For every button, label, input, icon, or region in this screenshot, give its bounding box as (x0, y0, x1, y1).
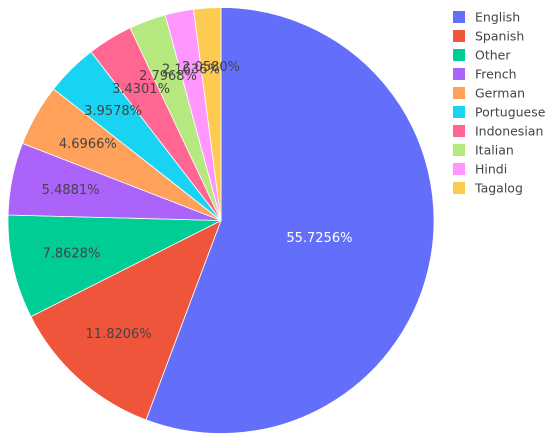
legend-label-indonesian: Indonesian (475, 124, 543, 139)
legend-label-spanish: Spanish (475, 29, 524, 44)
legend-label-tagalog: Tagalog (474, 181, 523, 196)
legend-item-english[interactable]: English (453, 10, 520, 25)
legend-swatch-tagalog (453, 182, 465, 194)
slice-label-hindi: 2.1636% (162, 63, 220, 78)
legend-item-indonesian[interactable]: Indonesian (453, 124, 543, 139)
slice-label-english: 55.7256% (286, 231, 352, 246)
pie-slice-spanish[interactable] (30, 219, 222, 421)
slice-label-german: 4.6966% (59, 137, 117, 152)
legend-label-french: French (475, 67, 517, 82)
legend-item-tagalog[interactable]: Tagalog (453, 181, 523, 196)
legend-item-italian[interactable]: Italian (453, 143, 514, 158)
legend-item-other[interactable]: Other (453, 48, 511, 63)
legend-swatch-french (453, 68, 465, 80)
pie-slice-other[interactable] (7, 214, 222, 318)
legend-swatch-spanish (453, 30, 465, 42)
pie-slices (7, 7, 435, 434)
legend-label-italian: Italian (475, 143, 514, 158)
pie-slice-english[interactable] (145, 7, 435, 434)
legend-item-portuguese[interactable]: Portuguese (453, 105, 546, 120)
legend-swatch-hindi (453, 163, 465, 175)
legend-item-spanish[interactable]: Spanish (453, 29, 524, 44)
slice-label-spanish: 11.8206% (86, 327, 152, 342)
slice-label-indonesian: 3.4301% (112, 82, 170, 97)
legend-item-german[interactable]: German (453, 86, 525, 101)
slice-label-italian: 2.7968% (139, 69, 197, 84)
slice-label-portuguese: 3.9578% (84, 104, 142, 119)
pie-slice-tagalog[interactable] (193, 7, 222, 221)
legend-swatch-indonesian (453, 125, 465, 137)
slice-label-other: 7.8628% (42, 247, 100, 262)
legend-label-portuguese: Portuguese (475, 105, 546, 120)
legend-swatch-italian (453, 144, 465, 156)
slice-label-french: 5.4881% (42, 183, 100, 198)
legend-swatch-portuguese (453, 106, 465, 118)
legend-label-other: Other (475, 48, 511, 63)
legend-swatch-english (453, 11, 465, 23)
legend-swatch-other (453, 49, 465, 61)
legend-swatch-german (453, 87, 465, 99)
legend-item-hindi[interactable]: Hindi (453, 162, 507, 177)
legend-label-hindi: Hindi (475, 162, 507, 177)
legend-label-english: English (475, 10, 520, 25)
pie-slice-labels: 55.7256% 11.8206% 7.8628% 5.4881% 4.6966% 3.9… (42, 60, 353, 342)
legend[interactable]: English Spanish Other French German Portugues… (453, 10, 546, 196)
legend-item-french[interactable]: French (453, 67, 517, 82)
legend-label-german: German (475, 86, 525, 101)
slice-label-tagalog: 2.0580% (182, 60, 240, 75)
